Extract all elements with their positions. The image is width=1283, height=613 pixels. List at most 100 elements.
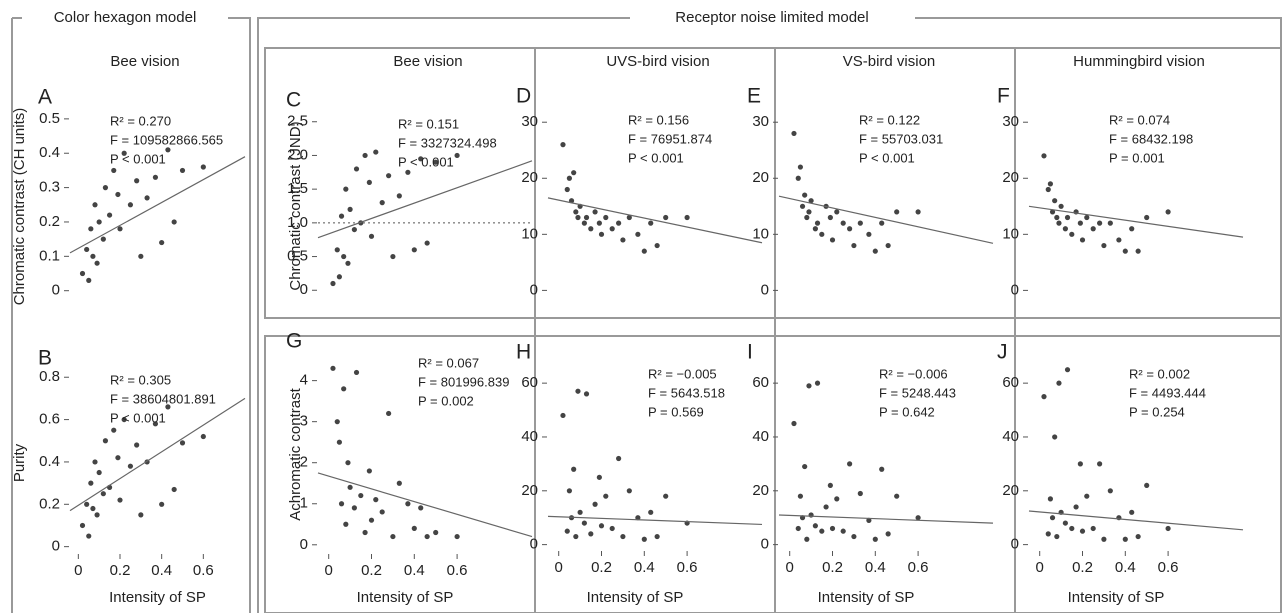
point — [336, 439, 342, 445]
point — [366, 179, 372, 186]
x-axis-label: Intensity of SP — [357, 589, 454, 606]
point — [812, 523, 818, 529]
point — [1129, 226, 1135, 232]
point — [885, 531, 891, 537]
point — [812, 226, 818, 232]
panel-letter: C — [286, 89, 301, 112]
y-tick-label: 0 — [530, 536, 538, 553]
x-tick-label: 0.6 — [908, 559, 929, 576]
point — [603, 214, 609, 221]
point — [100, 236, 106, 242]
y-axis-label: Chromatic contrast (JND) — [287, 121, 304, 290]
point — [583, 214, 590, 221]
y-tick-label: 4 — [300, 372, 308, 389]
point — [609, 226, 615, 232]
fit-line — [69, 156, 246, 254]
point — [1041, 153, 1047, 159]
point — [379, 509, 385, 515]
point — [827, 214, 833, 221]
point — [121, 150, 127, 156]
point — [330, 280, 336, 287]
point — [1049, 209, 1056, 215]
point — [560, 412, 566, 419]
point — [616, 220, 622, 226]
point — [791, 130, 797, 137]
point — [791, 420, 797, 427]
panel-letter: G — [286, 330, 302, 353]
panel-letter: A — [38, 86, 52, 109]
point — [411, 525, 417, 531]
point — [851, 242, 857, 249]
point — [345, 460, 351, 466]
stat: F = 801996.839 — [418, 374, 509, 389]
y-tick-label: 20 — [521, 482, 538, 499]
point — [86, 277, 92, 283]
panel-letter: D — [516, 85, 531, 108]
stat: F = 109582866.565 — [110, 132, 223, 147]
y-tick-label: 0 — [1011, 281, 1019, 298]
point — [814, 380, 821, 386]
fit-line — [317, 472, 533, 538]
y-tick-label: 2.0 — [287, 146, 308, 163]
point — [111, 167, 117, 174]
x-axis-label: Intensity of SP — [109, 589, 206, 606]
point — [127, 463, 134, 469]
fit-line — [778, 514, 994, 524]
point — [626, 214, 632, 221]
x-tick-label: 0 — [74, 562, 82, 579]
point — [345, 260, 351, 266]
point — [386, 410, 392, 417]
x-tick-label: 0 — [786, 559, 794, 576]
point — [573, 533, 579, 540]
x-tick-label: 0.2 — [591, 559, 612, 576]
panel-subtitle: VS-bird vision — [843, 53, 936, 70]
stat: P < 0.001 — [110, 410, 166, 425]
panel-letter: E — [747, 85, 761, 108]
point — [806, 209, 812, 215]
y-tick-label: 60 — [752, 374, 769, 391]
y-tick-label: 2.5 — [287, 113, 308, 130]
panel-subtitle: Hummingbird vision — [1073, 53, 1205, 70]
bottom-row-frame — [264, 335, 1282, 613]
point — [138, 512, 144, 518]
point — [581, 520, 587, 526]
point — [1129, 509, 1135, 515]
point — [866, 231, 872, 237]
point — [144, 195, 150, 201]
point — [598, 523, 605, 529]
point — [663, 214, 669, 221]
panel-subtitle: Bee vision — [393, 53, 462, 70]
stat: F = 4493.444 — [1129, 385, 1206, 400]
stat: F = 76951.874 — [628, 131, 712, 146]
stat: P = 0.642 — [879, 404, 935, 419]
point — [840, 220, 846, 226]
y-tick-label: 60 — [521, 374, 538, 391]
point — [802, 192, 808, 198]
point — [121, 416, 127, 423]
point — [915, 515, 921, 521]
stat: F = 5643.518 — [648, 385, 725, 400]
fit-line — [1028, 205, 1244, 238]
point — [1090, 226, 1096, 232]
point — [847, 226, 853, 232]
point — [373, 497, 379, 503]
y-tick-label: 10 — [521, 225, 538, 242]
y-tick-label: 0.2 — [39, 213, 60, 230]
y-tick-label: 20 — [752, 482, 769, 499]
point — [165, 147, 171, 153]
stat: R² = 0.067 — [418, 355, 479, 370]
point — [1144, 482, 1150, 489]
stat: F = 5248.443 — [879, 385, 956, 400]
point — [1054, 214, 1060, 221]
point — [603, 493, 609, 499]
stat: P < 0.001 — [398, 154, 454, 169]
point — [799, 203, 806, 209]
stat: R² = 0.002 — [1129, 366, 1190, 381]
y-tick-label: 0.8 — [39, 368, 60, 385]
point — [588, 531, 594, 537]
point — [1101, 536, 1107, 542]
point — [1056, 220, 1062, 226]
y-tick-label: 40 — [521, 428, 538, 445]
point — [390, 253, 396, 260]
point — [1064, 214, 1071, 221]
